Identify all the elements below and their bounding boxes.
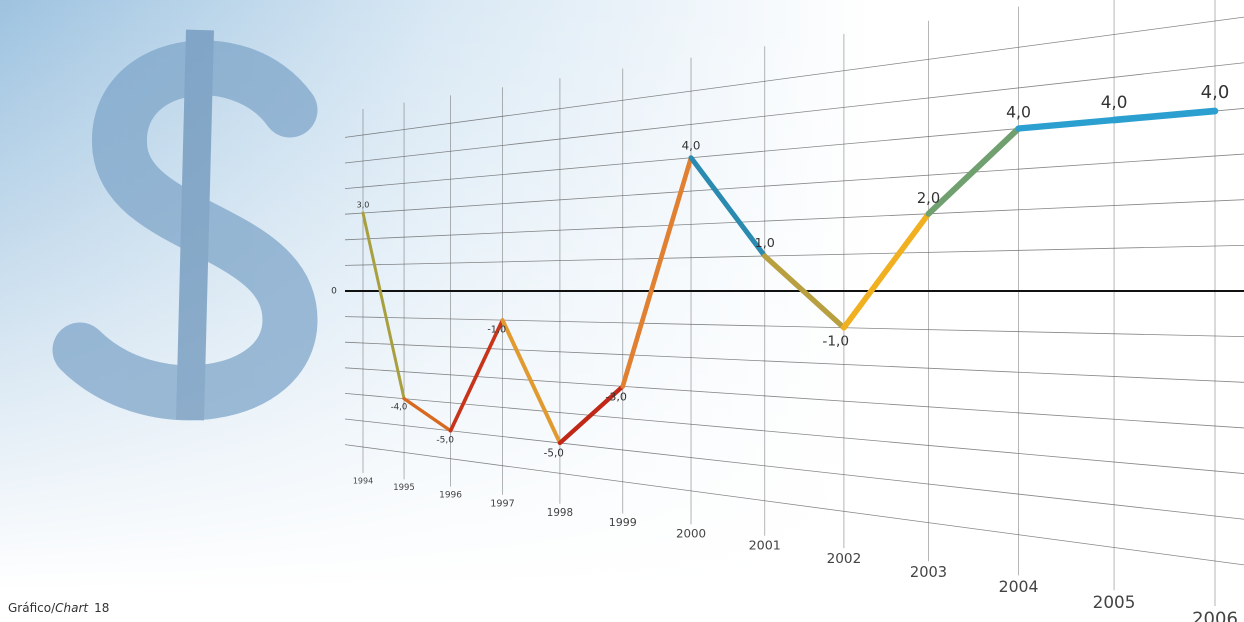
data-label: 4,0 xyxy=(1006,102,1031,121)
data-label: -5,0 xyxy=(436,435,454,445)
grid-line xyxy=(344,16,1244,138)
grid-line xyxy=(344,62,1244,164)
grid-line xyxy=(344,153,1244,215)
x-tick-label: 2005 xyxy=(1093,592,1136,612)
x-tick-label: 2004 xyxy=(999,577,1039,596)
x-tick-label: 1995 xyxy=(393,482,415,492)
line-segment xyxy=(841,210,932,331)
x-tick-label: 2003 xyxy=(910,564,947,581)
line-segment xyxy=(448,318,505,433)
x-tick-label: 2001 xyxy=(749,538,781,553)
grid-line xyxy=(344,367,1244,429)
x-tick-label: 1998 xyxy=(547,507,573,519)
x-tick-label: 1999 xyxy=(609,516,637,529)
line-segment xyxy=(925,125,1022,217)
grid-line xyxy=(344,199,1244,241)
line-segment xyxy=(762,253,847,331)
line-segment xyxy=(620,155,694,389)
caption: Gráfico/Chart 18 xyxy=(8,601,109,615)
x-tick-label: 1996 xyxy=(439,491,462,501)
dollar-icon xyxy=(52,29,318,421)
x-tick-label: 2000 xyxy=(676,527,706,541)
grid-line xyxy=(344,444,1244,566)
grid-line xyxy=(344,341,1244,383)
data-label: 2,0 xyxy=(917,190,940,207)
data-label: -4,0 xyxy=(391,402,408,412)
line-segment xyxy=(1110,107,1219,124)
data-label: 3,0 xyxy=(357,201,370,210)
data-label: 4,0 xyxy=(1101,92,1128,112)
data-label: -3,0 xyxy=(605,390,627,403)
x-tick-label: 1997 xyxy=(490,499,515,510)
data-label: 4,0 xyxy=(1201,82,1230,103)
line-segment xyxy=(361,211,406,401)
data-label: -1,0 xyxy=(822,333,849,349)
line-segment xyxy=(557,384,625,446)
y-tick-label: 0 xyxy=(331,287,337,297)
line-segment xyxy=(688,155,768,259)
data-label: 1,0 xyxy=(755,235,775,250)
x-tick-label: 2006 xyxy=(1192,609,1238,622)
grid-line xyxy=(344,316,1244,338)
grid-line xyxy=(344,418,1244,520)
x-tick-label: 2002 xyxy=(827,551,862,567)
grid-line xyxy=(344,244,1244,266)
line-segment xyxy=(1015,116,1118,132)
line-segment xyxy=(500,318,562,445)
data-label: -5,0 xyxy=(544,447,564,459)
data-label: 4,0 xyxy=(682,138,701,152)
data-label: -1,0 xyxy=(487,325,506,336)
grid-line xyxy=(344,392,1244,474)
line-segment xyxy=(402,396,453,433)
x-tick-label: 1994 xyxy=(353,476,373,485)
